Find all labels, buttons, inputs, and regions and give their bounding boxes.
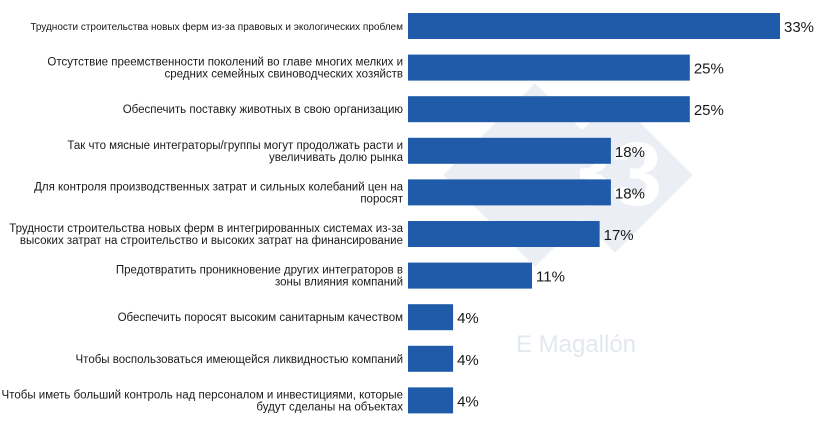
- data-label: 17%: [604, 227, 634, 244]
- category-label-line: Трудности строительства новых ферм в инт…: [9, 223, 403, 235]
- category-label-line: будут сделаны на объектах: [256, 401, 403, 413]
- bars: [408, 13, 780, 414]
- data-label: 4%: [457, 310, 479, 327]
- category-labels: Трудности строительства новых ферм из-за…: [2, 21, 404, 413]
- category-label-line: Чтобы воспользоваться имеющейся ликвидно…: [76, 354, 403, 366]
- category-label: Чтобы воспользоваться имеющейся ликвидно…: [76, 354, 403, 366]
- bar: [408, 262, 532, 289]
- data-label: 11%: [536, 269, 565, 286]
- category-label: Так что мясные интеграторы/группы могут …: [67, 140, 403, 164]
- category-label: Отсутствие преемственности поколений во …: [47, 57, 403, 81]
- category-label: Обеспечить поставку животных в свою орга…: [123, 104, 404, 116]
- category-label-line: Так что мясные интеграторы/группы могут …: [67, 140, 403, 152]
- category-label: Чтобы иметь больший контроль над персона…: [2, 389, 404, 413]
- category-label-line: средних семейных свиноводческих хозяйств: [165, 69, 404, 81]
- bar: [408, 54, 690, 81]
- bar: [408, 137, 611, 164]
- watermark: 33 E Magallón: [443, 83, 693, 358]
- category-label-line: увеличивать долю рынка: [269, 152, 404, 164]
- bar: [408, 96, 690, 123]
- bar: [408, 387, 454, 414]
- category-label: Трудности строительства новых ферм в инт…: [9, 223, 403, 247]
- bar: [408, 304, 454, 331]
- category-label: Обеспечить поросят высоким санитарным ка…: [118, 312, 403, 324]
- data-label: 18%: [615, 144, 645, 161]
- category-label-line: высоких затрат на строительство и высоки…: [20, 235, 403, 247]
- category-label-line: Предотвратить проникновение других интег…: [116, 265, 403, 277]
- category-label-line: Трудности строительства новых ферм из-за…: [30, 21, 403, 33]
- data-label: 33%: [784, 19, 814, 36]
- category-label-line: поросят: [360, 193, 403, 205]
- category-label-line: Для контроля производственных затрат и с…: [34, 181, 404, 193]
- bar: [408, 345, 454, 372]
- bar: [408, 221, 600, 247]
- category-label-line: зоны влияния компаний: [275, 277, 403, 289]
- category-label: Предотвратить проникновение других интег…: [116, 265, 403, 289]
- category-label-line: Отсутствие преемственности поколений во …: [47, 57, 403, 69]
- category-label-line: Обеспечить поросят высоким санитарным ка…: [118, 312, 403, 324]
- watermark-text: E Magallón: [516, 331, 636, 358]
- bar: [408, 179, 611, 206]
- category-label-line: Чтобы иметь больший контроль над персона…: [2, 389, 403, 401]
- data-label: 4%: [457, 393, 479, 410]
- category-label: Для контроля производственных затрат и с…: [34, 181, 404, 205]
- value-labels: 33% 25% 25% 18% 18% 17% 11% 4% 4% 4%: [457, 19, 814, 410]
- category-label: Трудности строительства новых ферм из-за…: [30, 21, 403, 33]
- data-label: 4%: [457, 352, 479, 369]
- bar: [408, 13, 780, 39]
- data-label: 25%: [694, 102, 724, 119]
- category-label-line: Обеспечить поставку животных в свою орга…: [123, 104, 404, 116]
- data-label: 25%: [694, 61, 724, 78]
- data-label: 18%: [615, 185, 645, 202]
- watermark-logo: 33: [443, 83, 693, 267]
